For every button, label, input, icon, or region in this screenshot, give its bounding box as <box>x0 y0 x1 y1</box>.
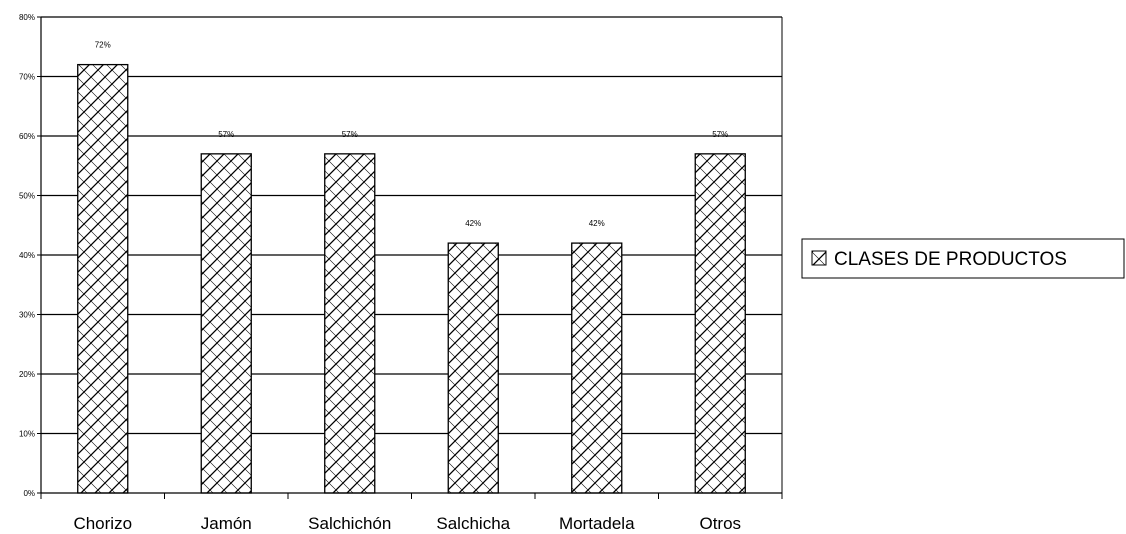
bar <box>324 153 376 494</box>
y-tick-label: 70% <box>19 73 35 82</box>
legend: CLASES DE PRODUCTOS <box>801 238 1125 279</box>
data-label: 42% <box>465 219 481 228</box>
labels: 0% 10% 20% 30% 40% 50% 60% 70% 80% 72% Chorizo 57% J… <box>19 13 741 533</box>
y-tick-label: 20% <box>19 370 35 379</box>
category-label: Chorizo <box>73 514 132 533</box>
y-tick-label: 60% <box>19 132 35 141</box>
bar <box>200 153 252 494</box>
category-label: Otros <box>699 514 741 533</box>
bar <box>447 242 499 494</box>
bar <box>694 153 746 494</box>
category-label: Salchichón <box>308 514 391 533</box>
y-tick-label: 50% <box>19 192 35 201</box>
y-tick-label: 80% <box>19 13 35 22</box>
y-tick-label: 40% <box>19 251 35 260</box>
data-label: 57% <box>218 130 234 139</box>
data-label: 57% <box>712 130 728 139</box>
data-label: 72% <box>95 41 111 50</box>
gridlines <box>41 16 782 435</box>
legend-box <box>801 238 1125 279</box>
y-tick-label: 30% <box>19 311 35 320</box>
legend-swatch <box>811 250 827 266</box>
bar <box>571 242 623 494</box>
data-label: 42% <box>589 219 605 228</box>
y-tick-label: 0% <box>23 489 35 498</box>
axes <box>37 16 783 499</box>
category-label: Mortadela <box>559 514 635 533</box>
data-label: 57% <box>342 130 358 139</box>
bars <box>77 63 746 494</box>
category-label: Salchicha <box>436 514 510 533</box>
bar <box>77 63 129 494</box>
legend-label: CLASES DE PRODUCTOS <box>834 249 1067 270</box>
y-tick-label: 10% <box>19 430 35 439</box>
category-label: Jamón <box>201 514 252 533</box>
